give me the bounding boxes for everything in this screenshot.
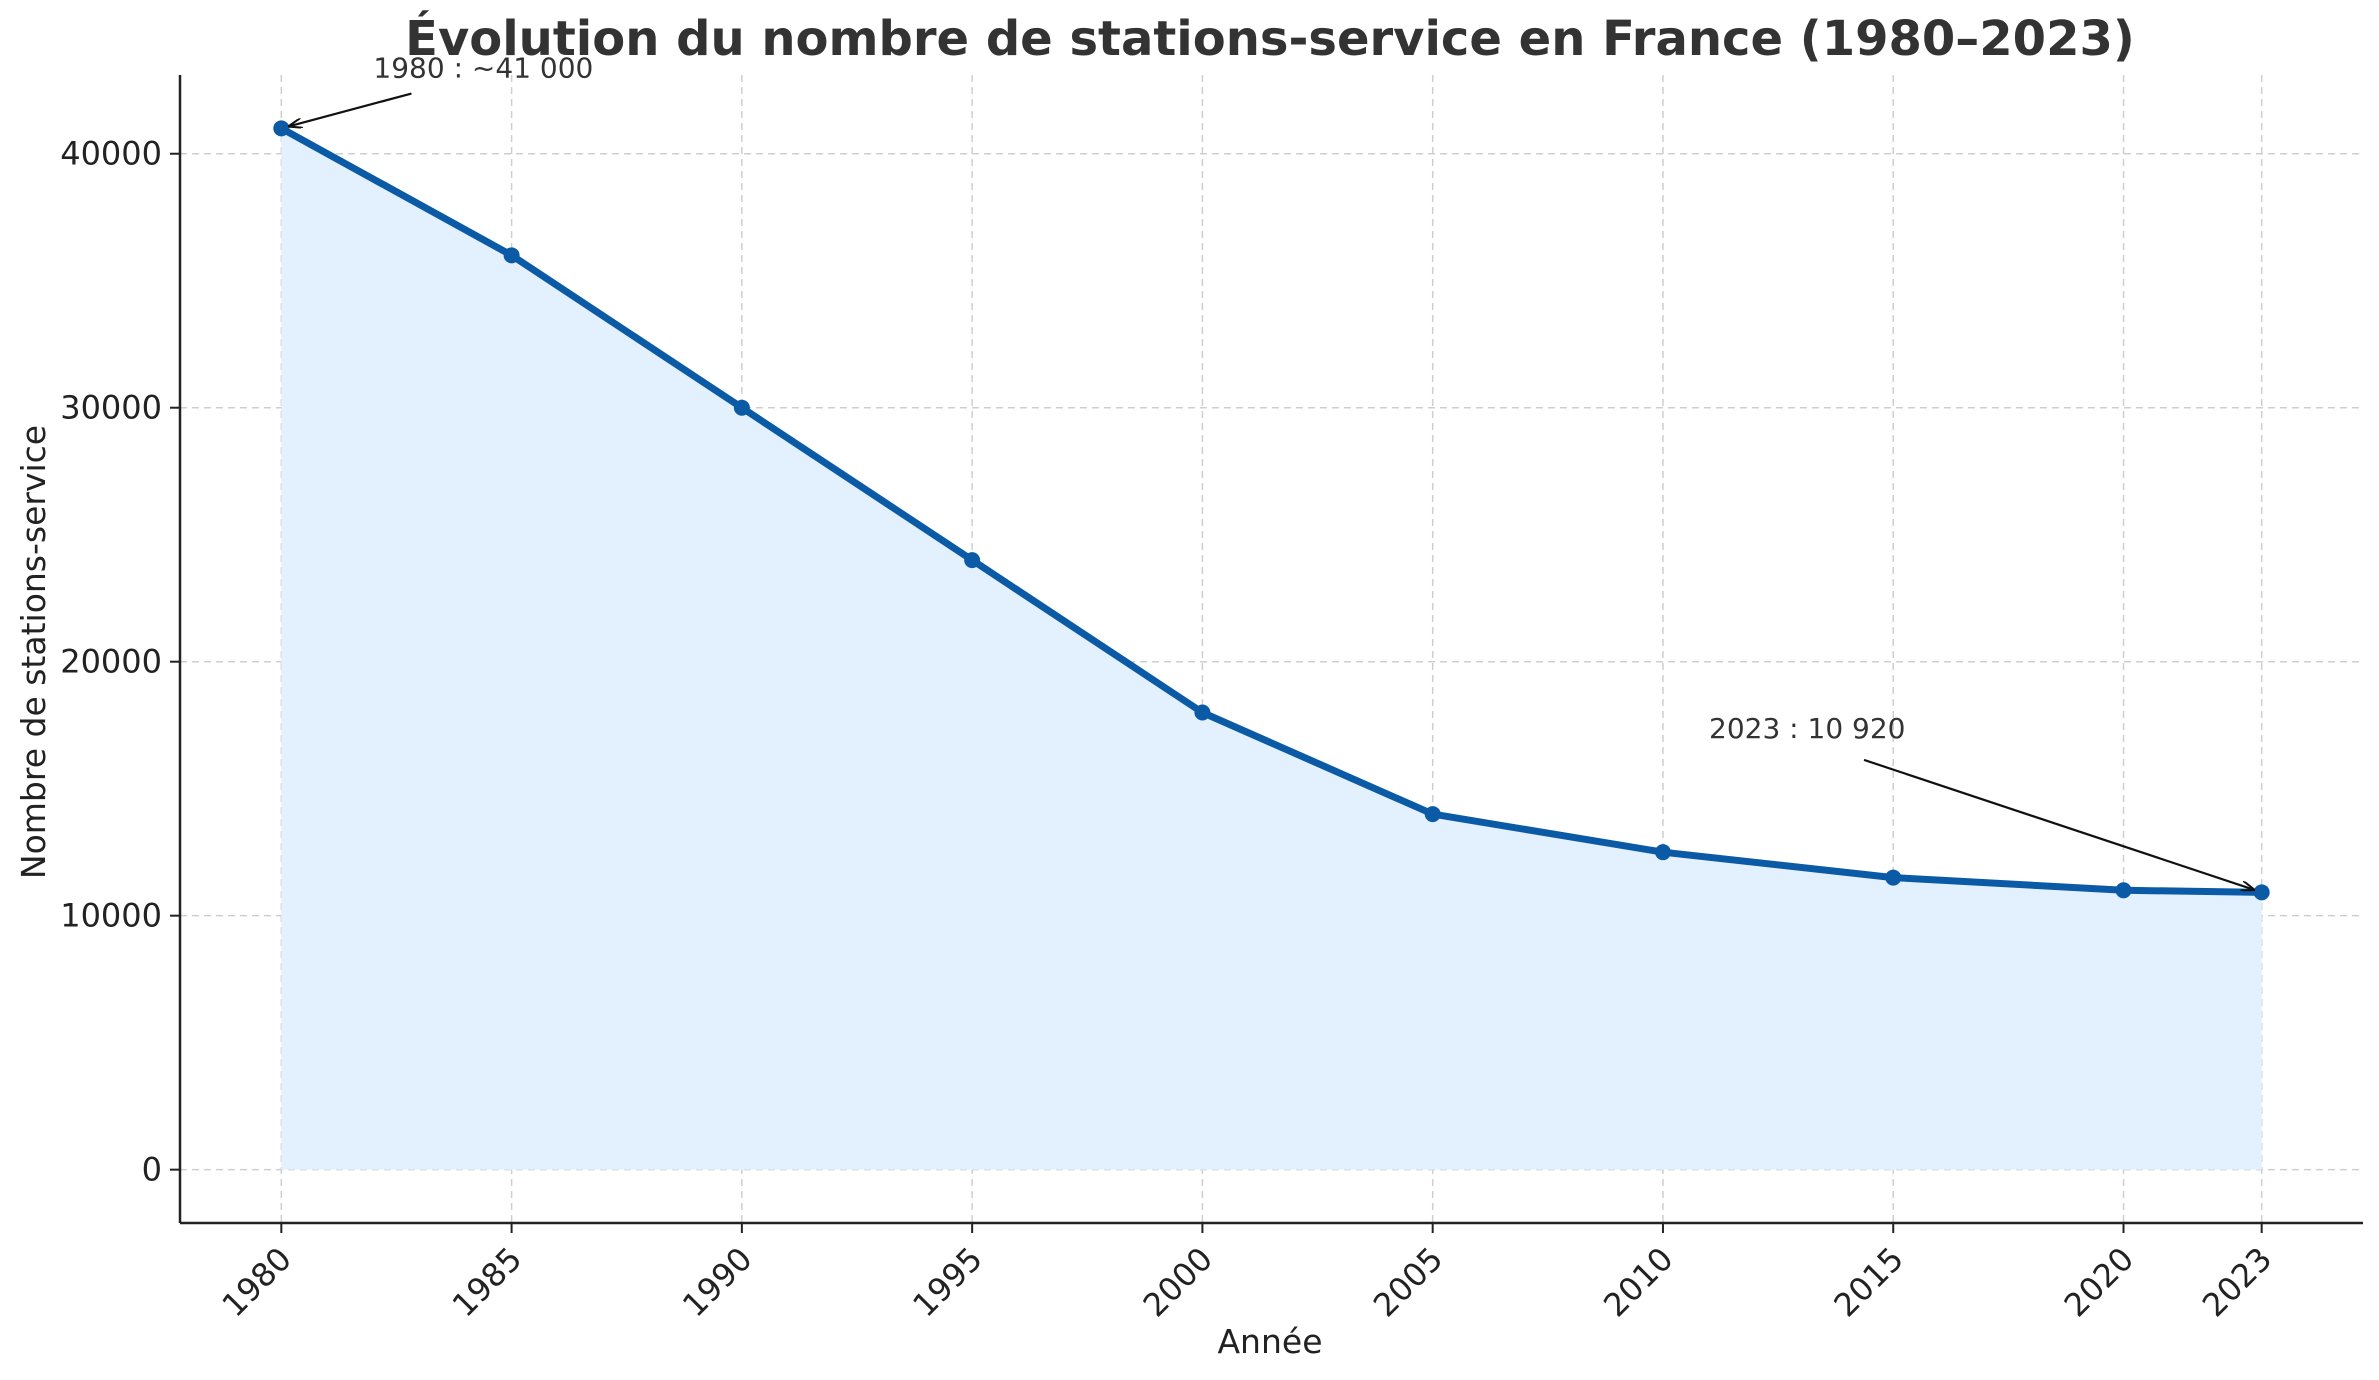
x-axis-label: Année [1217,1322,1322,1361]
data-point [1885,869,1902,886]
annotation-label: 2023 : 10 920 [1709,712,1905,745]
y-tick-label: 20000 [60,643,162,681]
y-tick-label: 10000 [60,897,162,935]
x-tick-label: 2010 [1596,1240,1680,1324]
data-point [2115,882,2132,899]
series-line [277,124,2266,896]
annotation-arrow [289,92,412,127]
annotation-arrow [1863,758,2254,890]
series-area [281,128,2262,1170]
data-point [733,399,750,416]
data-point [2253,884,2270,901]
x-tick-label: 2020 [2057,1240,2141,1324]
y-tick-label: 30000 [60,389,162,427]
x-tick-label: 1990 [675,1240,759,1324]
data-point [1424,806,1441,823]
y-axis-label: Nombre de stations-service [14,425,53,879]
data-point [273,120,290,137]
x-tick-label: 2005 [1366,1240,1450,1324]
data-point [503,247,520,264]
data-point [964,552,981,569]
x-tick-label: 1995 [905,1240,989,1324]
x-tick-label: 2000 [1136,1240,1220,1324]
x-tick-label: 2023 [2195,1240,2279,1324]
annotation-label: 1980 : ~41 000 [373,52,593,85]
data-point [1654,844,1671,861]
y-tick-label: 40000 [60,135,162,173]
x-tick-label: 1985 [445,1240,529,1324]
data-point [1194,704,1211,721]
chart-title: Évolution du nombre de stations-service … [405,10,2135,67]
x-tick-label: 1980 [215,1240,299,1324]
y-tick-label: 0 [142,1151,162,1189]
x-tick-label: 2015 [1826,1240,1910,1324]
